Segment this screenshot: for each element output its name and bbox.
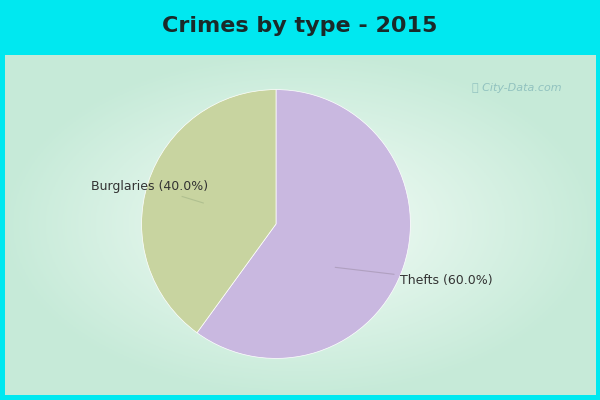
Wedge shape bbox=[197, 90, 410, 358]
Text: ⓘ City-Data.com: ⓘ City-Data.com bbox=[472, 83, 562, 93]
Text: Crimes by type - 2015: Crimes by type - 2015 bbox=[163, 16, 437, 36]
Text: Thefts (60.0%): Thefts (60.0%) bbox=[335, 267, 492, 287]
Wedge shape bbox=[142, 90, 276, 333]
Text: Burglaries (40.0%): Burglaries (40.0%) bbox=[91, 180, 208, 203]
